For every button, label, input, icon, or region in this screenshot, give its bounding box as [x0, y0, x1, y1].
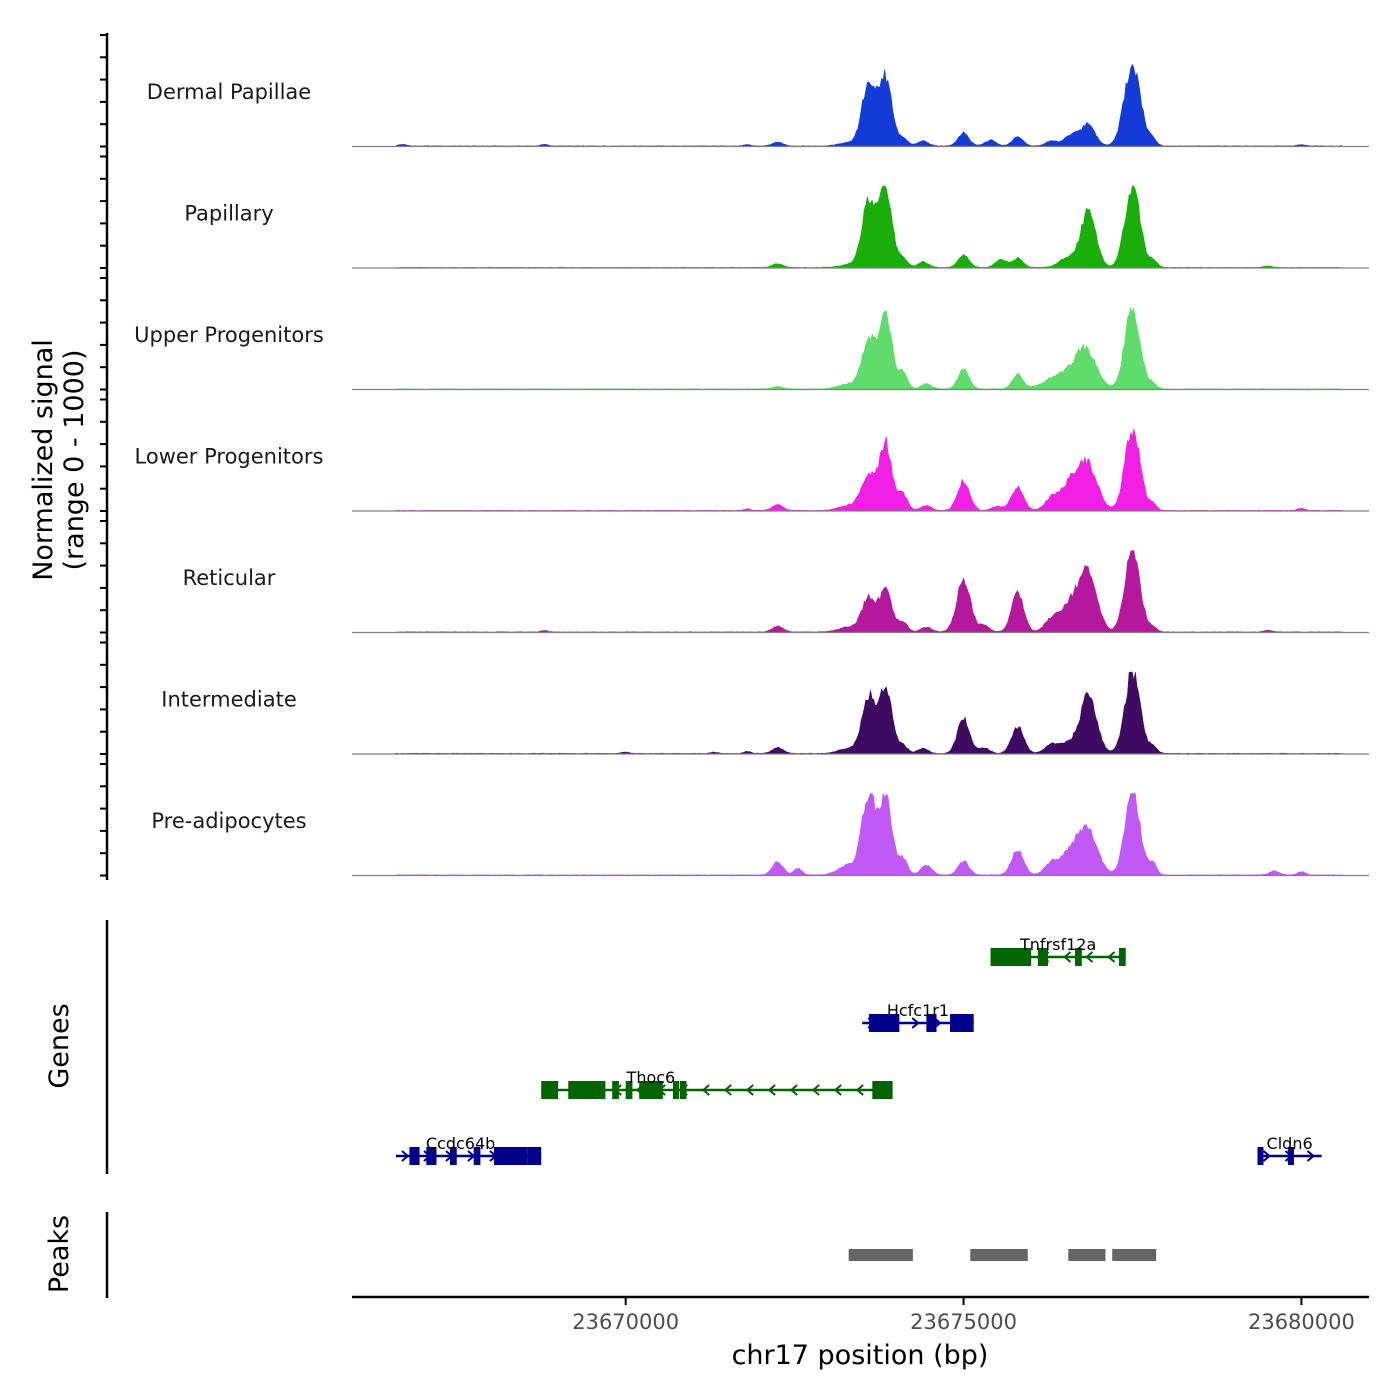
track-label: Dermal Papillae [147, 80, 311, 104]
strand-chevron-icon [401, 1150, 410, 1162]
y-axis-title-line1: Normalized signal [28, 339, 59, 581]
gene-exon [541, 1081, 559, 1099]
strand-chevron-icon [811, 1084, 820, 1096]
coverage-area [395, 671, 1343, 755]
gene-thoc6: Thoc6 [541, 1068, 893, 1099]
strand-chevron-icon [855, 1084, 864, 1096]
x-axis-ticks: 23670000 23675000 23680000 [572, 1297, 1355, 1334]
track-label: Pre-adipocytes [151, 809, 306, 833]
strand-chevron-icon [1085, 951, 1094, 963]
coverage-area [395, 306, 1343, 390]
gene-hcfc1r1: Hcfc1r1 [862, 1001, 974, 1032]
strand-chevron-icon [789, 1084, 798, 1096]
x-tick-label: 23680000 [1248, 1310, 1355, 1334]
gene-exon [527, 1147, 542, 1165]
track-upper-progenitors: Upper Progenitors [134, 306, 1369, 391]
x-axis-title: chr17 position (bp) [732, 1340, 989, 1371]
gene-exon [672, 1081, 679, 1099]
signal-y-axis-ticks [100, 34, 107, 877]
gene-exon [872, 1081, 893, 1099]
genes-track-title: Genes [44, 1003, 75, 1088]
peak-region [848, 1249, 913, 1261]
track-label: Reticular [183, 566, 276, 590]
x-tick-label: 23675000 [910, 1310, 1017, 1334]
track-label: Lower Progenitors [135, 445, 324, 469]
track-intermediate: Intermediate [161, 671, 1369, 755]
coverage-tracks: Dermal Papillae Papillary Upper Progenitor… [134, 63, 1369, 877]
gene-ccdc64b: Ccdc64b [395, 1134, 542, 1165]
gene-exon [588, 1081, 606, 1099]
gene-exon [625, 1081, 633, 1099]
gene-exon [409, 1147, 420, 1165]
peak-regions [848, 1249, 1157, 1261]
coverage-area [395, 185, 1343, 269]
x-tick-label: 23670000 [572, 1310, 679, 1334]
gene-exon [473, 1147, 481, 1165]
gene-label: Thoc6 [626, 1068, 676, 1087]
strand-chevron-icon [1306, 1150, 1316, 1162]
gene-tnfrsf12a: Tnfrsf12a [990, 935, 1126, 966]
gene-label: Ccdc64b [426, 1134, 495, 1153]
coverage-area [395, 63, 1343, 147]
gene-exon [990, 948, 1032, 966]
coverage-area [395, 550, 1343, 633]
peak-region [1068, 1249, 1106, 1261]
gene-exon [493, 1147, 528, 1165]
gene-exon [1118, 948, 1126, 966]
track-papillary: Papillary [184, 185, 1369, 269]
gene-exon [679, 1081, 687, 1099]
gene-cldn6: Cldn6 [1257, 1134, 1322, 1165]
gene-exon [926, 1014, 937, 1032]
gene-exon [1075, 948, 1082, 966]
gene-annotations: Tnfrsf12a Hcfc1r1 Thoc6 Ccdc64b Cldn6 [395, 935, 1322, 1165]
gene-label: Cldn6 [1267, 1134, 1313, 1153]
gene-exon [950, 1014, 974, 1032]
strand-chevron-icon [723, 1084, 732, 1096]
track-dermal-papillae: Dermal Papillae [147, 63, 1369, 148]
strand-chevron-icon [833, 1084, 842, 1096]
track-reticular: Reticular [183, 550, 1369, 634]
track-pre-adipocytes: Pre-adipocytes [151, 793, 1369, 877]
gene-exon [1037, 948, 1049, 966]
peak-region [970, 1249, 1028, 1261]
gene-exon [612, 1081, 619, 1099]
gene-exon [426, 1147, 437, 1165]
strand-chevron-icon [1107, 951, 1116, 963]
gene-label: Hcfc1r1 [887, 1001, 949, 1020]
gene-exon [449, 1147, 457, 1165]
gene-exon [568, 1081, 589, 1099]
strand-chevron-icon [745, 1084, 754, 1096]
gene-exon [1287, 1147, 1294, 1165]
coverage-area [395, 428, 1343, 512]
gene-label: Tnfrsf12a [1019, 935, 1096, 954]
y-axis-title-line2: (range 0 - 1000) [59, 350, 90, 571]
strand-chevron-icon [701, 1084, 710, 1096]
peaks-track-title: Peaks [44, 1215, 75, 1293]
gene-exon [639, 1081, 663, 1099]
coverage-area [395, 793, 1343, 876]
track-lower-progenitors: Lower Progenitors [135, 428, 1369, 512]
track-label: Intermediate [161, 688, 297, 712]
gene-exon [1257, 1147, 1264, 1165]
peak-region [1112, 1249, 1157, 1261]
track-label: Papillary [184, 202, 273, 226]
strand-chevron-icon [911, 1017, 920, 1029]
track-label: Upper Progenitors [134, 323, 324, 347]
gene-exon [868, 1014, 900, 1032]
strand-chevron-icon [1262, 1150, 1272, 1162]
strand-chevron-icon [767, 1084, 776, 1096]
strand-chevron-icon [1063, 951, 1072, 963]
